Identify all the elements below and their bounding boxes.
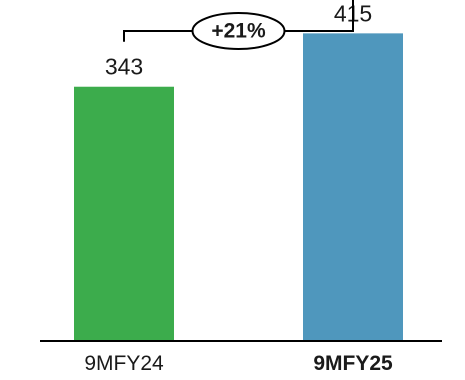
category-label-9mfy25: 9MFY25 [313,352,393,375]
value-label-9mfy24: 343 [105,54,143,80]
bar-9mfy25 [303,33,403,341]
growth-ellipse [191,12,286,50]
growth-percentage-label: +21% [211,20,266,43]
category-label-9mfy24: 9MFY24 [84,352,164,375]
growth-callout: +21% [123,0,354,50]
bar-9mfy24 [74,86,174,341]
